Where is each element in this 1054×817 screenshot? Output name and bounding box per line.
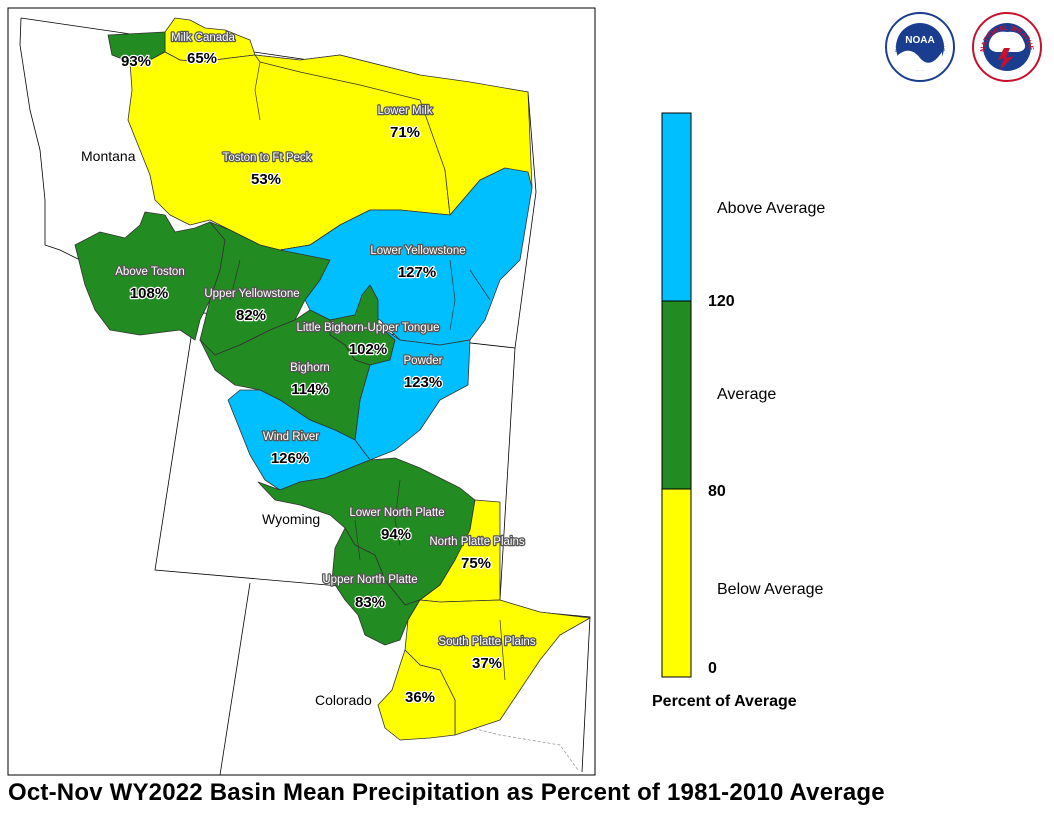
state-label-montana: Montana — [81, 148, 136, 164]
basin-name-bighorn: Bighorn — [290, 362, 330, 374]
basin-pct-upper-north-platte: 83% — [355, 594, 385, 611]
basin-lower-yellowstone — [279, 167, 533, 346]
state-label-wyoming: Wyoming — [262, 511, 320, 527]
basin-name-upper-north-platte: Upper North Platte — [322, 574, 417, 586]
basin-labels: Milk Canada 65% 93% Lower Milk 71% Tosto… — [114, 31, 537, 708]
basin-divides — [229, 61, 506, 681]
basin-pct-upper-yellowstone: 82% — [236, 307, 266, 324]
basin-name-south-platte-plains: South Platte Plains — [438, 636, 535, 648]
basin-name-milk-canada: Milk Canada — [171, 32, 236, 44]
basin-pct-little-bighorn: 102% — [349, 341, 387, 358]
basin-pct-powder: 123% — [404, 374, 442, 391]
basin-name-lower-milk: Lower Milk — [378, 105, 433, 117]
basin-pct-south-platte-plains: 37% — [472, 655, 502, 672]
map-title: Oct-Nov WY2022 Basin Mean Precipitation … — [8, 779, 885, 806]
basin-name-wind-river: Wind River — [263, 431, 319, 443]
basin-name-upper-yellowstone: Upper Yellowstone — [204, 288, 299, 300]
legend-tick-80: 80 — [708, 483, 726, 500]
basin-name-north-platte-plains: North Platte Plains — [429, 536, 524, 548]
basin-pct-north-platte-plains: 75% — [461, 555, 491, 572]
state-label-colorado: Colorado — [315, 692, 372, 708]
basin-name-powder: Powder — [404, 355, 443, 367]
legend-bar-above — [661, 112, 692, 302]
legend-bar-average — [661, 300, 692, 490]
legend-label-below: Below Average — [717, 581, 824, 598]
basin-pct-bighorn: 114% — [291, 381, 329, 398]
legend-label-average: Average — [717, 386, 776, 403]
basin-pct-toston-ft-peck: 53% — [251, 171, 281, 188]
basin-pct-milk-canada: 65% — [187, 50, 217, 67]
basin-name-above-toston: Above Toston — [115, 266, 184, 278]
basin-pct-south-yellow: 36% — [405, 689, 435, 706]
basin-name-lower-yellowstone: Lower Yellowstone — [370, 245, 465, 257]
basin-south-yellow — [377, 649, 456, 741]
basin-pct-lower-milk: 71% — [390, 124, 420, 141]
basin-name-little-bighorn: Little Bighorn-Upper Tongue — [297, 322, 440, 334]
basin-name-toston-ft-peck: Toston to Ft Peck — [223, 152, 312, 164]
noaa-logo-text: NOAA — [905, 35, 934, 46]
legend-title: Percent of Average — [652, 693, 797, 710]
basin-pct-wind-river: 126% — [271, 450, 309, 467]
legend-bar-below — [661, 488, 692, 678]
basin-name-lower-north-platte: Lower North Platte — [349, 507, 444, 519]
basin-polygons — [74, 17, 591, 741]
basin-pct-north-green: 93% — [121, 53, 151, 70]
legend: Above Average Average Below Average 120 … — [652, 112, 825, 710]
basin-pct-lower-yellowstone: 127% — [398, 264, 436, 281]
basin-powder — [354, 324, 471, 461]
legend-label-above: Above Average — [717, 200, 825, 217]
basin-pct-lower-north-platte: 94% — [381, 526, 411, 543]
legend-tick-0: 0 — [708, 660, 717, 677]
basin-pct-above-toston: 108% — [130, 285, 168, 302]
legend-tick-120: 120 — [708, 293, 735, 310]
